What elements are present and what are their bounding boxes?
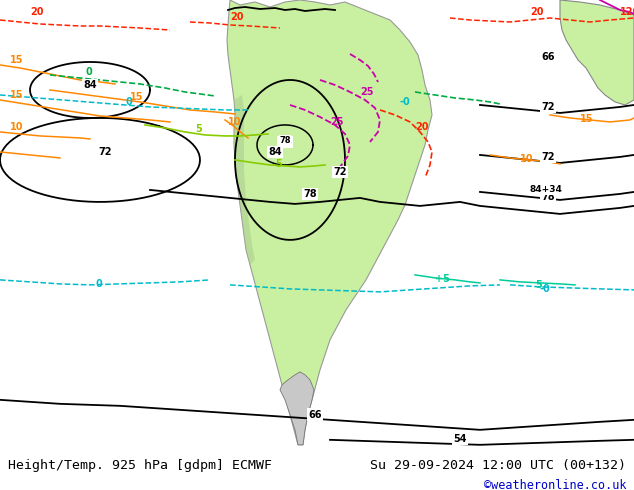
Text: 5: 5 (275, 159, 281, 169)
Text: 72: 72 (98, 147, 112, 157)
Text: ©weatheronline.co.uk: ©weatheronline.co.uk (484, 479, 626, 490)
Polygon shape (280, 372, 314, 445)
Text: 15: 15 (10, 90, 23, 100)
Text: 25: 25 (360, 87, 373, 97)
Text: 120: 120 (620, 7, 634, 17)
Text: 20: 20 (30, 7, 44, 17)
Polygon shape (227, 0, 432, 445)
Text: 15: 15 (130, 92, 143, 102)
Text: 78: 78 (541, 192, 555, 202)
Text: 10: 10 (228, 117, 242, 127)
Text: 15: 15 (580, 114, 593, 124)
Text: 20: 20 (415, 122, 429, 132)
Text: 84+34: 84+34 (530, 185, 563, 194)
Text: 10: 10 (520, 154, 533, 164)
Text: -0: -0 (540, 284, 551, 294)
Text: 0: 0 (95, 279, 101, 289)
Text: 66: 66 (541, 52, 555, 62)
Text: 78: 78 (279, 136, 291, 145)
Text: 10: 10 (10, 122, 23, 132)
Text: 78: 78 (303, 189, 317, 199)
Text: Su 29-09-2024 12:00 UTC (00+132): Su 29-09-2024 12:00 UTC (00+132) (370, 460, 626, 472)
Text: 20: 20 (230, 12, 243, 22)
Text: 66: 66 (308, 410, 321, 420)
Text: 25: 25 (330, 117, 344, 127)
Text: 0: 0 (85, 67, 92, 77)
Text: 15: 15 (10, 55, 23, 65)
Text: 5: 5 (195, 124, 202, 134)
Text: 72: 72 (333, 167, 347, 177)
Text: 54: 54 (453, 434, 467, 444)
Polygon shape (560, 0, 634, 105)
Text: 84: 84 (83, 80, 97, 90)
Text: Height/Temp. 925 hPa [gdpm] ECMWF: Height/Temp. 925 hPa [gdpm] ECMWF (8, 460, 271, 472)
Text: 20: 20 (530, 7, 543, 17)
Polygon shape (234, 95, 255, 265)
Text: 84: 84 (268, 147, 281, 157)
Text: +5: +5 (435, 274, 450, 284)
Text: 84: 84 (278, 137, 292, 147)
Text: 72: 72 (541, 102, 555, 112)
Text: 5: 5 (535, 280, 541, 290)
Text: 72: 72 (541, 152, 555, 162)
Text: -0: -0 (400, 97, 411, 107)
Text: 0: 0 (125, 97, 132, 107)
